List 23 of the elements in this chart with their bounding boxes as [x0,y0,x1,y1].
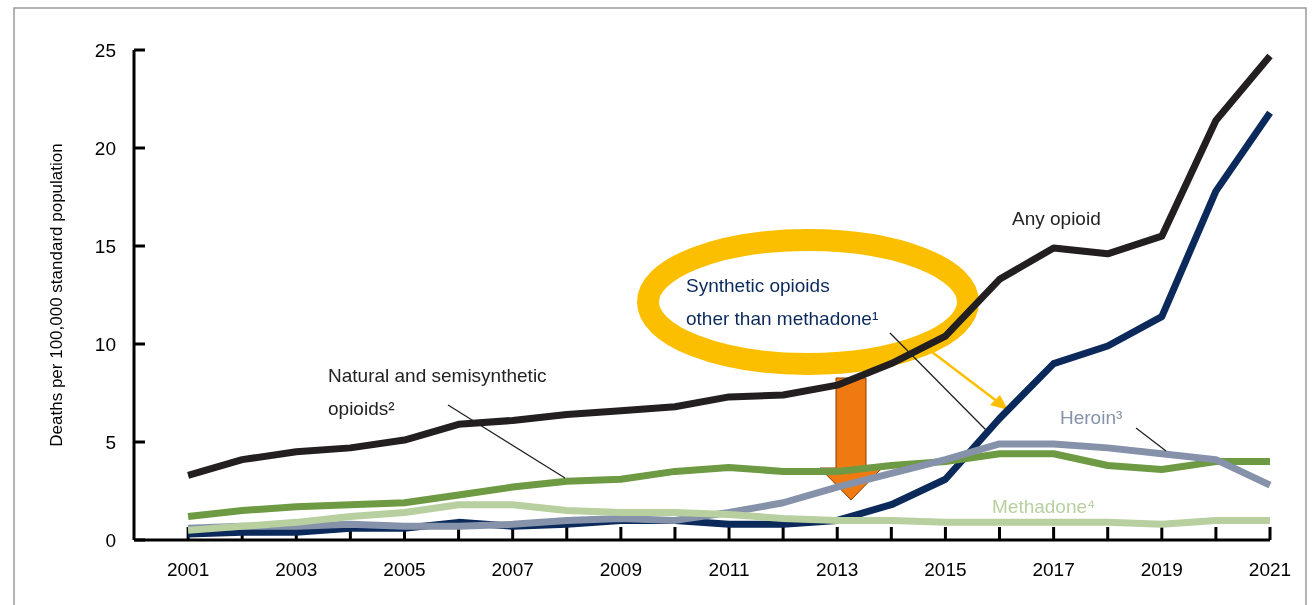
text: Natural and semisynthetic opioids² [328,365,547,419]
y-tick-label: 5 [105,431,116,453]
x-tick-label: 2003 [275,559,318,580]
series-label: Heroin³ [1060,407,1123,428]
x-tick-label: 2005 [383,559,426,580]
series-label: Any opioid [1012,208,1101,229]
x-tick-label: 2017 [1032,559,1075,580]
y-axis-title: Deaths per 100,000 standard population [47,143,66,447]
x-tick-label: 2021 [1248,559,1292,580]
y-tick-label: 25 [94,39,116,61]
text: Synthetic opioids other than methadone¹ [686,275,879,329]
series-label: Methadone⁴ [992,496,1096,517]
x-tick-label: 2007 [491,559,534,580]
x-tick-label: 2015 [924,559,967,580]
x-tick-label: 2013 [816,559,859,580]
y-tick-label: 15 [94,235,116,257]
y-tick-label: 0 [105,529,116,551]
y-tick-label: 20 [94,137,116,159]
y-tick-label: 10 [94,333,116,355]
x-tick-label: 2019 [1140,559,1183,580]
x-tick-label: 2001 [166,559,210,580]
x-tick-label: 2009 [599,559,642,580]
x-tick-label: 2011 [708,559,750,580]
